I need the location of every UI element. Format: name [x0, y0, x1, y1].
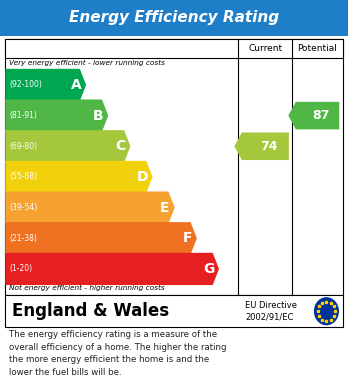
Text: (81-91): (81-91)	[10, 111, 38, 120]
Text: (1-20): (1-20)	[10, 264, 33, 273]
Text: (69-80): (69-80)	[10, 142, 38, 151]
Text: C: C	[116, 139, 126, 153]
Text: Very energy efficient - lower running costs: Very energy efficient - lower running co…	[9, 59, 165, 66]
Text: F: F	[182, 231, 192, 245]
Text: B: B	[93, 109, 104, 123]
Polygon shape	[5, 99, 108, 132]
Text: (39-54): (39-54)	[10, 203, 38, 212]
Bar	[0, 0, 348, 36]
Polygon shape	[5, 161, 152, 193]
Polygon shape	[5, 222, 197, 255]
Text: Current: Current	[248, 44, 283, 53]
Circle shape	[314, 297, 339, 325]
Polygon shape	[5, 130, 130, 162]
Text: (21-38): (21-38)	[10, 234, 38, 243]
Text: Not energy efficient - higher running costs: Not energy efficient - higher running co…	[9, 285, 165, 291]
Text: D: D	[137, 170, 149, 184]
Bar	[5, 295, 343, 327]
Text: Energy Efficiency Rating: Energy Efficiency Rating	[69, 11, 279, 25]
Text: (92-100): (92-100)	[10, 81, 42, 90]
Text: (55-68): (55-68)	[10, 172, 38, 181]
Text: 87: 87	[313, 109, 330, 122]
Text: A: A	[71, 78, 82, 92]
Text: The energy efficiency rating is a measure of the
overall efficiency of a home. T: The energy efficiency rating is a measur…	[9, 330, 226, 377]
Polygon shape	[234, 133, 289, 160]
Polygon shape	[5, 192, 175, 224]
Text: England & Wales: England & Wales	[12, 302, 169, 320]
Polygon shape	[5, 69, 86, 101]
Text: E: E	[160, 201, 170, 215]
Polygon shape	[288, 102, 339, 129]
Polygon shape	[5, 253, 219, 285]
Text: 74: 74	[260, 140, 278, 153]
Text: Potential: Potential	[298, 44, 338, 53]
Text: EU Directive
2002/91/EC: EU Directive 2002/91/EC	[245, 301, 297, 322]
Text: G: G	[204, 262, 215, 276]
Bar	[5, 39, 343, 295]
Bar	[5, 39, 343, 58]
